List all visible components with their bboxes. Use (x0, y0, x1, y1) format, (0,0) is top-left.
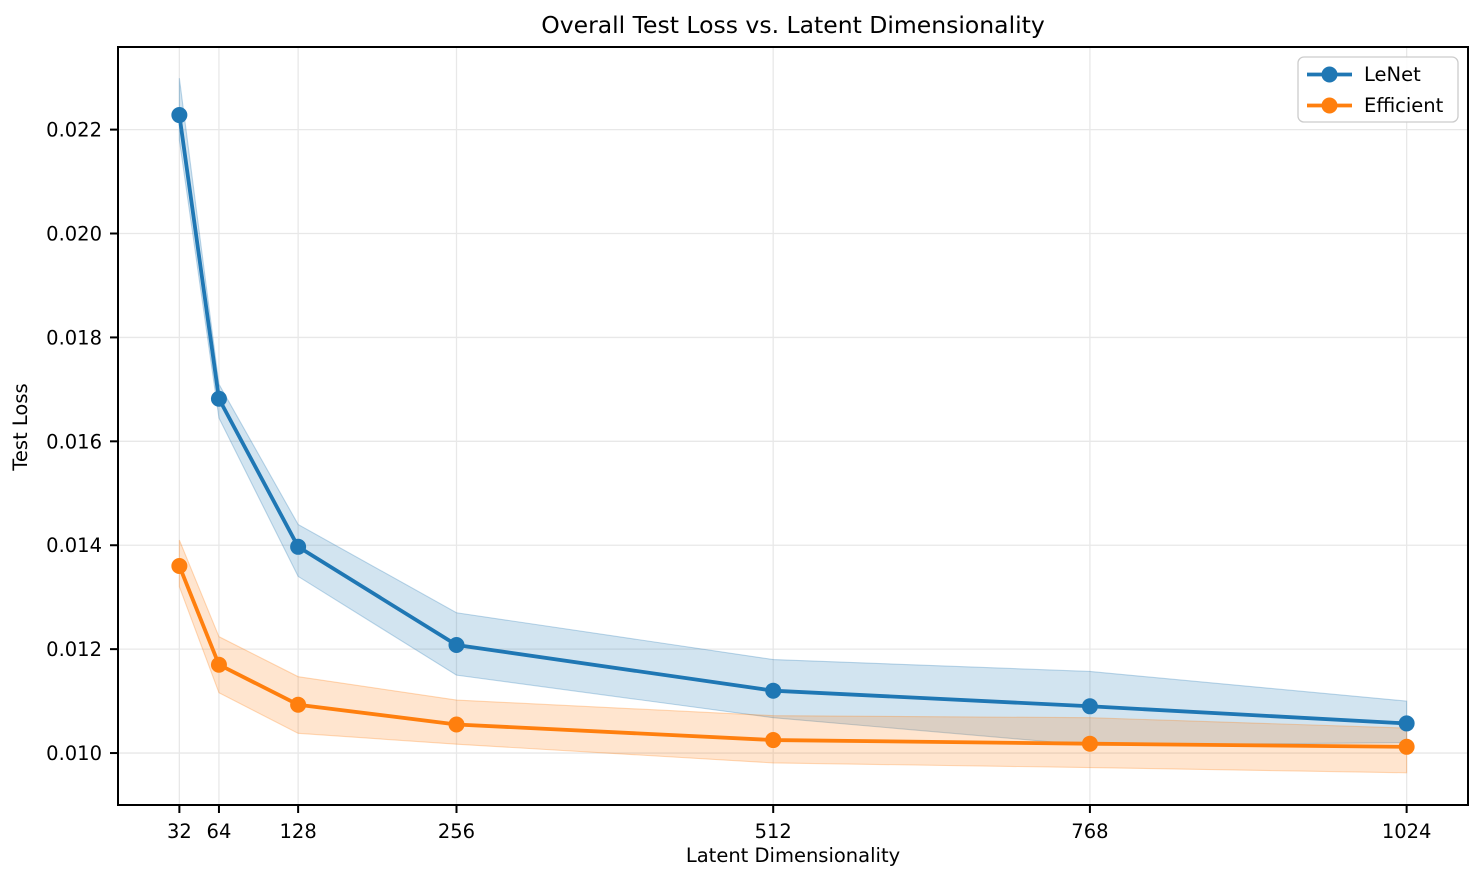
series-line-lenet (177, 113, 1409, 726)
x-tick-label-32: 32 (167, 820, 192, 843)
data-point-efficient-256 (448, 716, 465, 733)
x-tick-label-256: 256 (438, 820, 475, 843)
y-tick-label-0.022: 0.022 (46, 119, 102, 142)
data-point-lenet-32 (171, 107, 188, 124)
x-tick-label-64: 64 (207, 820, 232, 843)
data-point-efficient-1024 (1398, 738, 1415, 755)
data-point-lenet-64 (210, 390, 227, 407)
data-point-efficient-768 (1081, 735, 1098, 752)
x-tick-label-768: 768 (1071, 820, 1108, 843)
legend-marker-icon (1321, 97, 1338, 114)
x-tick-label-128: 128 (280, 820, 317, 843)
y-tick-label-0.016: 0.016 (46, 430, 102, 453)
data-point-lenet-128 (290, 538, 307, 555)
data-point-efficient-128 (290, 696, 307, 713)
data-point-lenet-256 (448, 636, 465, 653)
x-tick-label-1024: 1024 (1382, 820, 1432, 843)
data-point-lenet-512 (765, 682, 782, 699)
legend-label-efficient: Efficient (1364, 94, 1444, 117)
y-axis-label: Test Loss (9, 383, 32, 471)
legend-item-lenet: LeNet (1307, 63, 1421, 86)
grid-lines (118, 47, 1468, 805)
series-lines (177, 113, 1409, 749)
legend-label-lenet: LeNet (1364, 63, 1421, 86)
legend-marker-icon (1321, 66, 1338, 83)
data-point-efficient-512 (765, 732, 782, 749)
confidence-band-lenet (178, 78, 1408, 746)
legend-item-efficient: Efficient (1307, 94, 1444, 117)
y-tick-label-0.018: 0.018 (46, 326, 102, 349)
confidence-bands (178, 78, 1408, 774)
y-tick-label-0.020: 0.020 (46, 223, 102, 246)
x-axis-label: Latent Dimensionality (686, 844, 900, 867)
legend: LeNet Efficient (1297, 56, 1459, 123)
y-tick-label-0.012: 0.012 (46, 638, 102, 661)
y-tick-label-0.010: 0.010 (46, 742, 102, 765)
y-tick-label-0.014: 0.014 (46, 534, 102, 557)
data-point-efficient-64 (210, 656, 227, 673)
x-tick-label-512: 512 (755, 820, 792, 843)
chart-title: Overall Test Loss vs. Latent Dimensional… (541, 11, 1045, 39)
axis-ticks: 32 64 128 256 512 768 1024 0.010 0.012 0.014 0.016… (46, 119, 1431, 843)
plot-border (117, 46, 1469, 806)
data-point-lenet-768 (1081, 698, 1098, 715)
data-point-lenet-1024 (1398, 715, 1415, 732)
data-points (171, 107, 1415, 755)
data-point-efficient-32 (171, 558, 188, 575)
confidence-band-efficient (178, 539, 1408, 774)
